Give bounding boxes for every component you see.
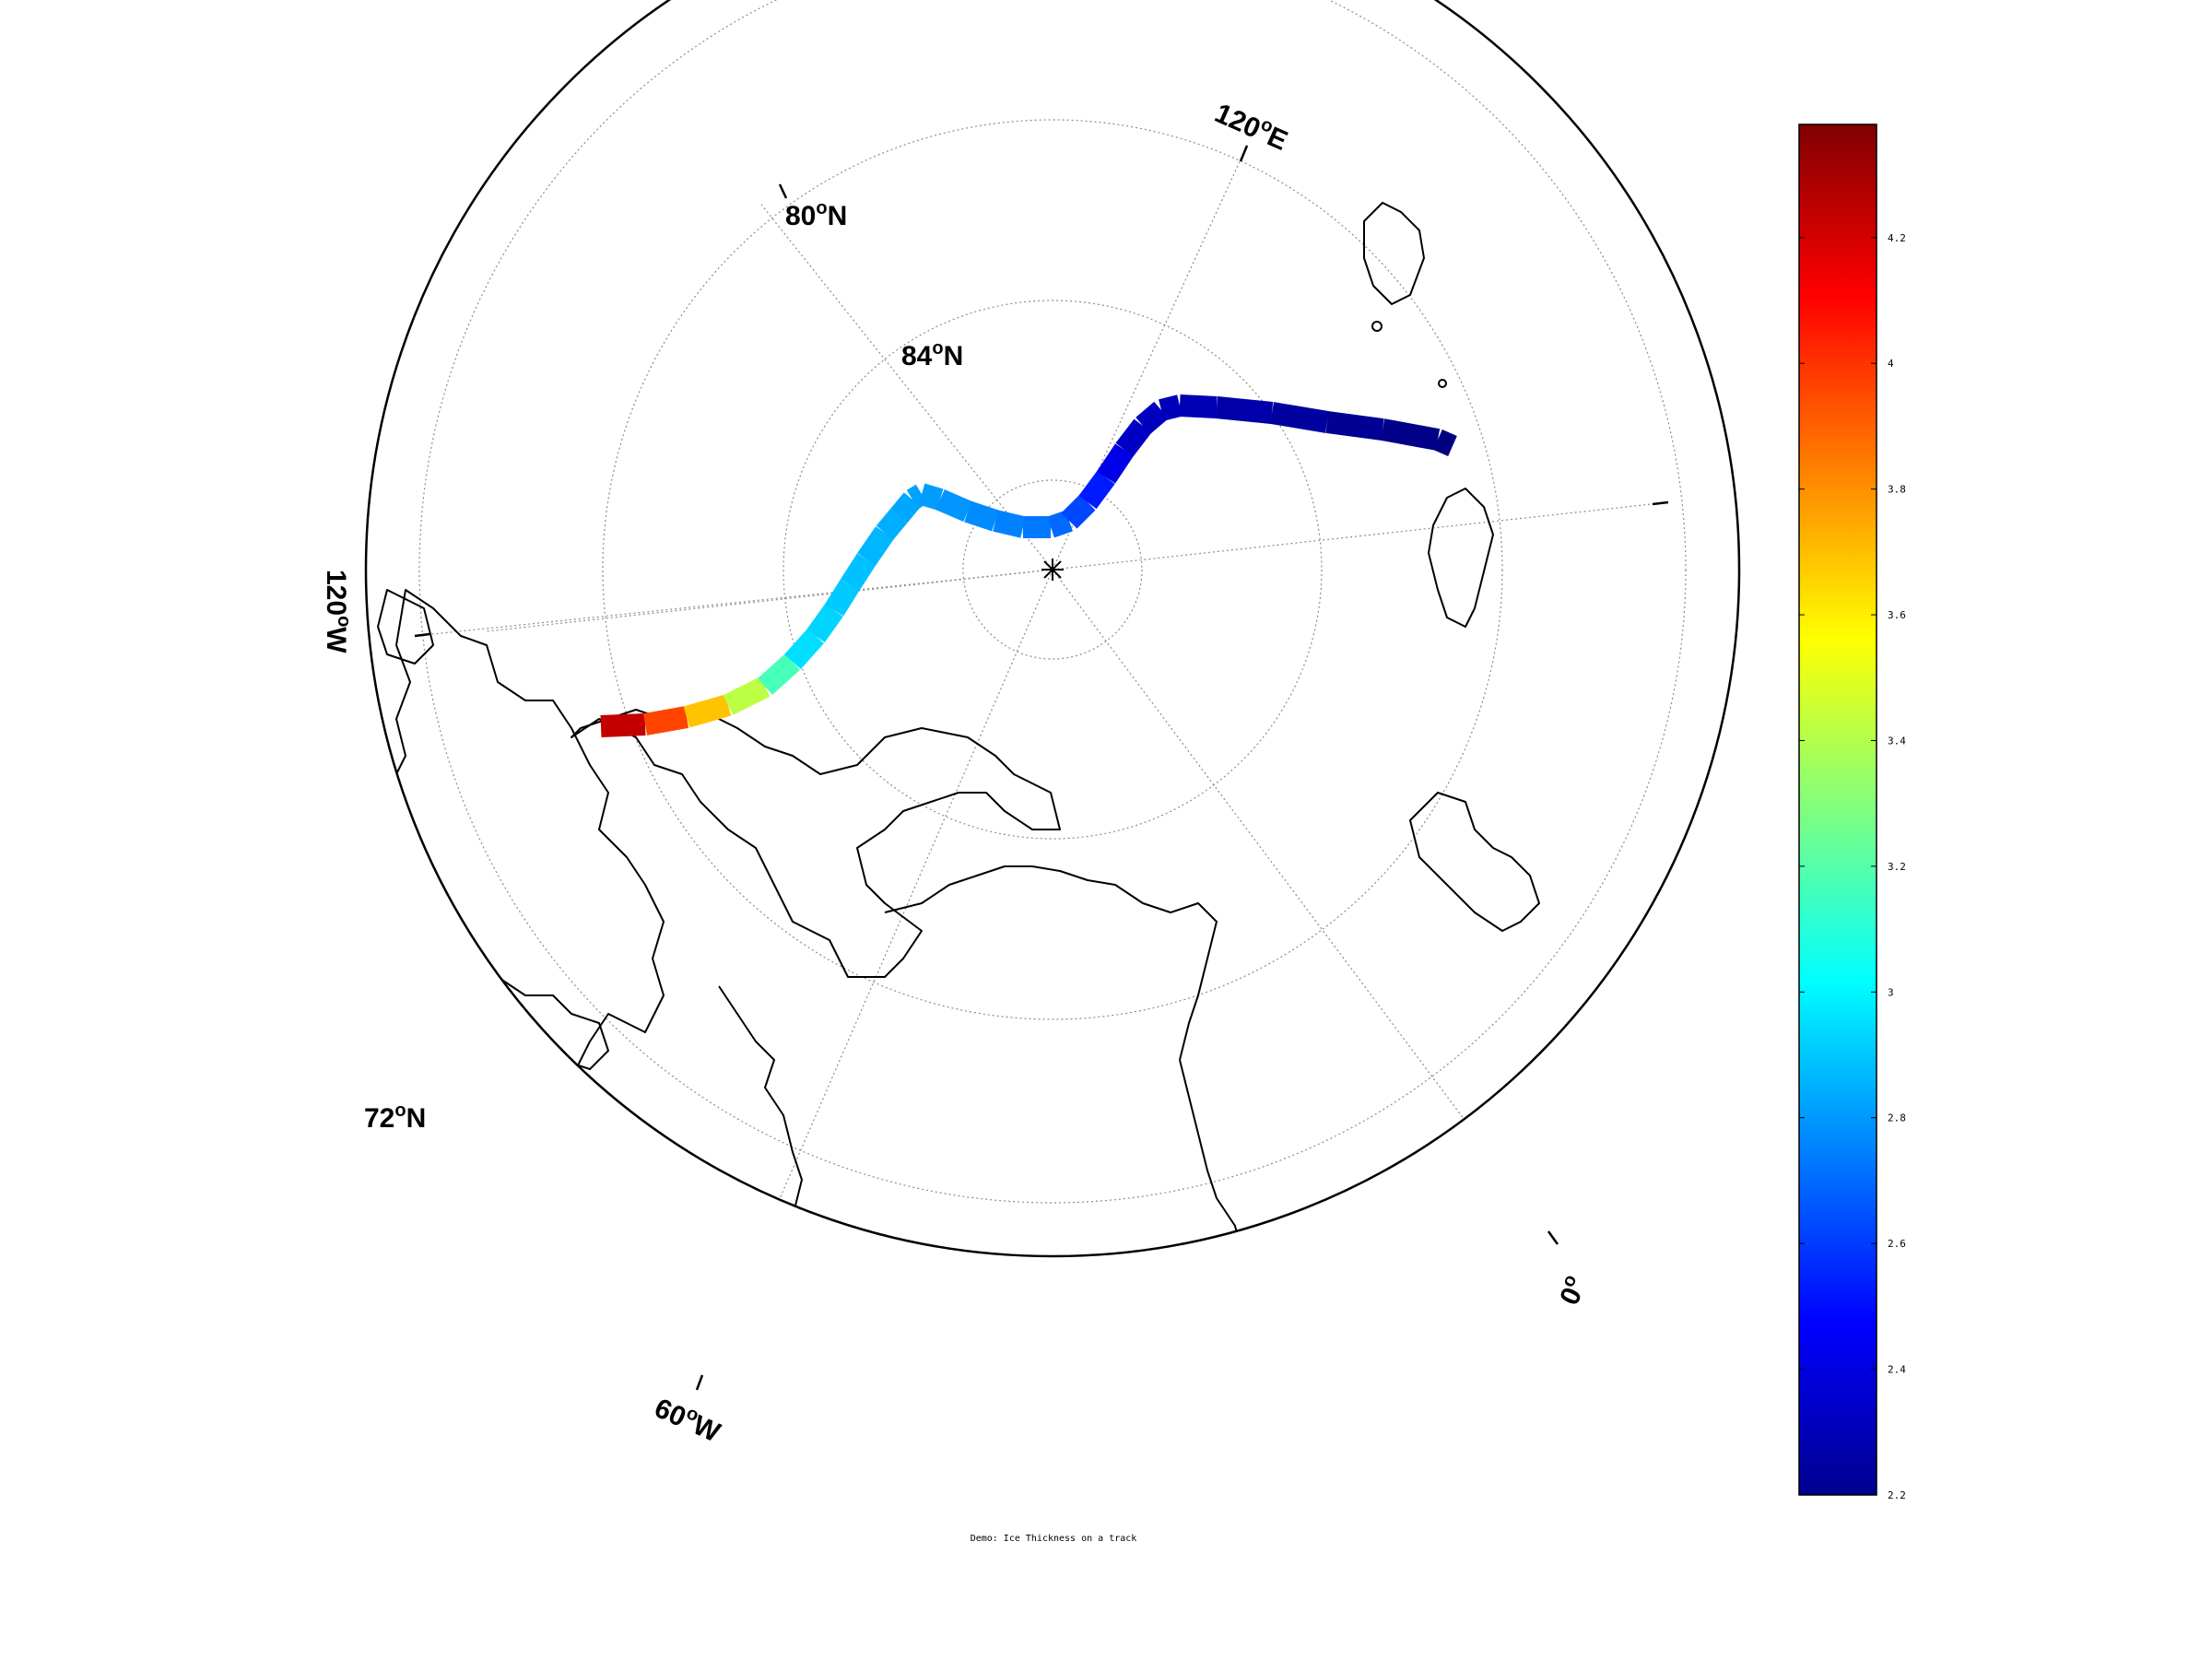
track-segment	[784, 629, 824, 669]
colorbar-tick-label: 3	[1888, 986, 1894, 998]
ice-thickness-track	[600, 394, 1457, 737]
polar-map: 120oE 120oW 60oW 0o 80oN 84oN 72oN	[321, 0, 1741, 1449]
lat-circle-88	[962, 479, 1143, 660]
franz-josef-land-coast	[1428, 488, 1494, 628]
track-segment	[683, 694, 732, 728]
lat-circle-76	[418, 0, 1687, 1204]
track-segment	[1325, 411, 1384, 441]
lat-label-72n: 72oN	[364, 1100, 426, 1134]
track-segment	[1078, 470, 1115, 510]
track-segment	[1433, 429, 1457, 456]
track-segment	[806, 604, 843, 642]
track-segment	[1159, 394, 1182, 421]
track-segment	[993, 510, 1026, 538]
track-segment	[1179, 394, 1218, 418]
track-segment	[918, 483, 944, 511]
track-segment	[840, 553, 877, 592]
track-segment	[824, 579, 860, 617]
meridian-120e	[1052, 145, 1248, 571]
meridian-150e	[1052, 501, 1669, 571]
track-segment	[1047, 510, 1073, 538]
track-segment	[1270, 402, 1329, 433]
severnaya-zemlya-coast	[1363, 202, 1425, 305]
lat-label-80n: 80oN	[785, 198, 847, 231]
track-segment	[600, 713, 646, 737]
colorbar-tick-label: 4.2	[1888, 232, 1906, 244]
colorbar-tick-label: 3.4	[1888, 735, 1906, 747]
colorbar: 2.2 2.4 2.6 2.8 3 3.2 3.4 3.6 3.8 4 4.2	[1798, 124, 1906, 1501]
colorbar-tick-label: 2.6	[1888, 1238, 1906, 1250]
colorbar-gradient	[1798, 124, 1877, 1496]
svalbard-coast	[1409, 792, 1540, 932]
greenland-west-coast	[718, 985, 830, 1256]
track-segment	[1215, 396, 1274, 424]
track-segment	[876, 509, 908, 540]
meridian-120w	[414, 569, 1053, 637]
small-island	[1633, 971, 1644, 982]
small-island	[1452, 1318, 1465, 1335]
colorbar-tick-label: 3.6	[1888, 609, 1906, 621]
colorbar-tick-label: 3.2	[1888, 861, 1906, 873]
colorbar-tick-label: 2.4	[1888, 1364, 1906, 1376]
lat-circle-84	[782, 300, 1323, 840]
meridian-60w	[696, 569, 1053, 1256]
track-segment	[935, 488, 972, 523]
small-island	[1438, 379, 1447, 388]
colorbar-tick-label: 3.8	[1888, 484, 1906, 496]
track-segment	[964, 500, 999, 532]
lon-label-120w: 120oW	[321, 570, 354, 653]
track-segment	[1135, 401, 1169, 435]
track-segment	[906, 484, 928, 510]
track-segment	[1115, 418, 1152, 457]
colorbar-tick-label: 2.2	[1888, 1489, 1906, 1501]
lat-circle-80	[602, 119, 1503, 1020]
figure-caption: Demo: Ice Thickness on a track	[971, 1534, 1137, 1544]
north-pole-asterisk	[1041, 559, 1064, 581]
colorbar-tick-label: 4	[1888, 358, 1894, 370]
track-segment	[723, 677, 771, 715]
track-segment	[889, 492, 922, 524]
map-boundary	[364, 0, 1741, 1258]
ellesmere-coast	[571, 709, 1061, 978]
banks-island-coast	[377, 589, 434, 665]
small-island	[1371, 321, 1382, 332]
colorbar-ticks: 2.2 2.4 2.6 2.8 3 3.2 3.4 3.6 3.8 4 4.2	[1799, 232, 1906, 1501]
track-segment	[757, 653, 801, 695]
track-segment	[1097, 443, 1134, 484]
colorbar-tick-label: 2.8	[1888, 1112, 1906, 1124]
track-segment	[1061, 494, 1096, 529]
lon-label-0: 0o	[1552, 1272, 1594, 1310]
boundary-ticks	[414, 145, 1669, 1391]
track-segment	[1380, 418, 1441, 451]
graticule	[414, 0, 1687, 1256]
lat-label-84n: 84oN	[901, 338, 963, 371]
greenland-north-coast	[884, 865, 1218, 1061]
track-segment	[857, 526, 894, 566]
track-segment	[642, 706, 689, 735]
lon-label-60w: 60oW	[650, 1391, 726, 1449]
